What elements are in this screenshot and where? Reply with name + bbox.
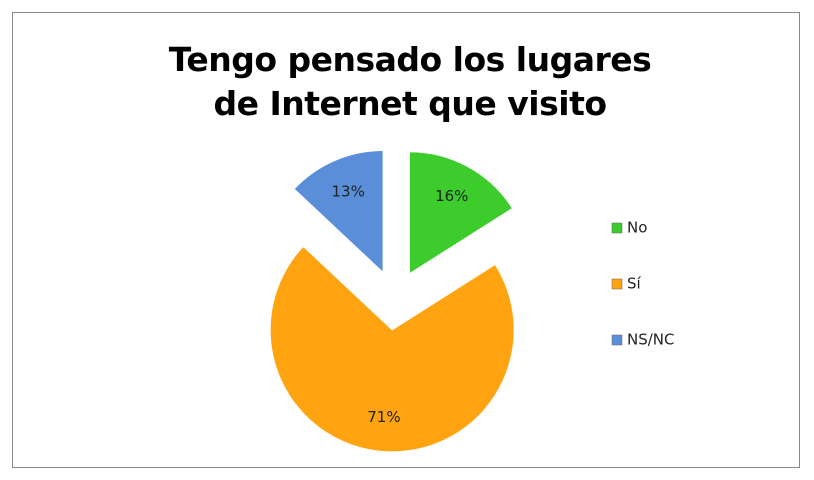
pie-slice <box>293 149 384 274</box>
pie-slice <box>269 245 515 453</box>
legend-swatch <box>611 278 623 290</box>
legend-label: NS/NC <box>627 331 675 349</box>
legend-label: No <box>627 219 647 237</box>
legend-swatch <box>611 222 623 234</box>
data-label: 16% <box>435 187 468 205</box>
pie-slice <box>408 151 514 275</box>
legend-label: Sí <box>627 275 642 293</box>
data-label: 13% <box>332 182 365 200</box>
legend-swatch <box>611 334 623 346</box>
chart-title: Tengo pensado los lugares de Internet qu… <box>168 40 652 123</box>
data-label: 71% <box>367 408 400 426</box>
